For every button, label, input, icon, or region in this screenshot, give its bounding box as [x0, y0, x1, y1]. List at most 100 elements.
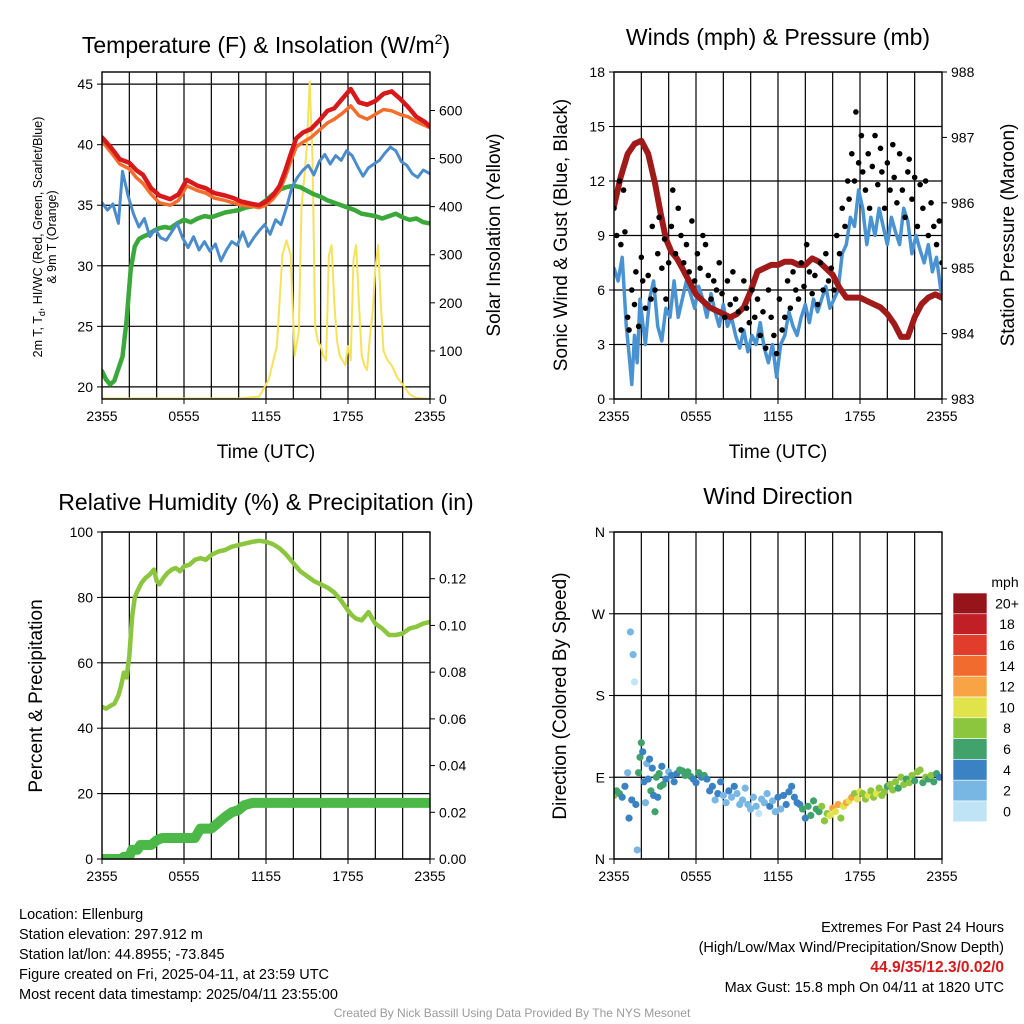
- wind-gust-point: [768, 314, 774, 321]
- wind-ytick-right-label: 984: [951, 326, 975, 342]
- temp-series-hi-wc: [102, 145, 430, 263]
- dir-point: [831, 808, 840, 816]
- wind-gust-point: [779, 327, 785, 333]
- max-gust-text: Max Gust: 15.8 mph On 04/11 at 1820 UTC: [724, 980, 1004, 996]
- wind-gust-point: [730, 269, 736, 275]
- colorbar-label: 4: [1003, 762, 1011, 778]
- latlon-text: Station lat/lon: 44.8955; -73.845: [19, 947, 225, 963]
- wind-gust-point: [678, 232, 684, 239]
- wind-gust-point: [792, 287, 799, 293]
- rh-ytick-right-label: 0.08: [439, 664, 466, 680]
- wind-gust-point: [683, 241, 690, 248]
- wind-gust-point: [765, 287, 772, 293]
- wind-gust-point: [675, 205, 682, 212]
- wind-gust-point: [624, 314, 631, 321]
- credit-line: Created By Nick Bassill Using Data Provi…: [333, 1006, 691, 1020]
- colorbar-swatch: [952, 800, 988, 823]
- wind-gust-point: [917, 181, 923, 188]
- wind-ytick-right-label: 988: [951, 64, 975, 80]
- rh-ytick-right-label: 0.02: [439, 804, 466, 820]
- created-text: Figure created on Fri, 2025-04-11, at 23…: [19, 967, 330, 983]
- recent-data-text: Most recent data timestamp: 2025/04/11 2…: [19, 987, 338, 1003]
- wind-gust-point: [656, 214, 662, 221]
- temp-ylabel-left: 2m T, Td, HI/WC (Red, Green, Scarlet/Blu…: [31, 117, 59, 358]
- wind-gust-point: [894, 200, 900, 206]
- wind-gust-point: [700, 232, 706, 239]
- dir-point: [635, 769, 643, 777]
- wind-gust-point: [879, 169, 885, 175]
- temp-series-2m-t: [102, 86, 430, 208]
- wind-gust-point: [702, 241, 709, 248]
- wind-gust-point: [814, 301, 821, 308]
- wind-gust-point: [828, 265, 835, 272]
- dir-point: [807, 811, 815, 820]
- wind-gust-point: [751, 314, 758, 321]
- wind-gust-point: [771, 332, 777, 339]
- wind-gust-point: [896, 150, 903, 157]
- station-info: Location: Ellenburg Station elevation: 2…: [19, 905, 338, 1005]
- dir-point: [645, 755, 654, 763]
- temp-ytick-right-label: 200: [439, 295, 463, 311]
- wind-gust-point: [648, 296, 654, 302]
- wind-gust-point: [738, 327, 744, 333]
- dir-point: [790, 793, 799, 801]
- wind-gust-point: [649, 223, 656, 230]
- dir-point: [897, 773, 905, 781]
- dir-point: [881, 788, 889, 796]
- dir-point: [930, 778, 938, 786]
- dir-point: [853, 795, 861, 803]
- wind-gust-point: [639, 278, 646, 284]
- dir-point: [667, 771, 676, 780]
- temp-ytick-label: 45: [77, 76, 93, 92]
- temp-ytick-right-label: 500: [439, 151, 463, 167]
- wind-gust-point: [831, 287, 837, 293]
- dir-point: [911, 777, 919, 785]
- wind-gust-point: [652, 287, 658, 293]
- rh-ytick-label: 40: [77, 720, 93, 736]
- wind-gust-point: [669, 187, 676, 193]
- wind-ytick-right-label: 987: [951, 129, 975, 145]
- wind-xlabel: Time (UTC): [729, 442, 828, 463]
- wind-gust-point: [754, 296, 761, 302]
- dir-point: [738, 796, 747, 804]
- wind-xtick-label: 2355: [598, 408, 629, 424]
- wind-ytick-label: 6: [597, 282, 605, 298]
- dir-point: [633, 846, 641, 854]
- wind-gust-point: [672, 250, 679, 257]
- wind-gust-point: [697, 265, 703, 272]
- dir-point: [662, 775, 670, 783]
- dir-point: [779, 791, 788, 800]
- dir-point: [785, 788, 793, 796]
- wind-gust-point: [661, 236, 668, 242]
- dir-point: [714, 790, 722, 798]
- wind-gust-point: [784, 278, 791, 284]
- colorbar-swatch: [952, 613, 988, 635]
- rh-ytick-right-label: 0.10: [439, 617, 466, 633]
- dir-series-group: [614, 628, 942, 854]
- wind-gust-point: [936, 218, 942, 224]
- dir-point: [875, 784, 883, 792]
- rh-ytick-label: 80: [77, 589, 93, 605]
- wind-xtick-label: 0555: [680, 408, 711, 424]
- wind-plot-border: [613, 71, 943, 400]
- dir-point: [722, 799, 730, 807]
- dir-point: [908, 771, 916, 780]
- dir-point: [768, 797, 777, 805]
- wind-gust-point: [732, 296, 739, 302]
- svg-text:& 9m T (Orange): & 9m T (Orange): [45, 190, 59, 283]
- dir-ylabel-left: Direction (Colored By Speed): [550, 572, 571, 819]
- temp-ytick-label: 20: [77, 379, 93, 395]
- colorbar-swatch: [952, 779, 988, 802]
- rh-xtick-label: 1755: [332, 868, 363, 884]
- colorbar-label: 14: [999, 658, 1015, 674]
- wind-gust-point: [635, 323, 642, 330]
- dir-point: [826, 811, 834, 820]
- dir-point: [900, 780, 908, 789]
- wind-gust-point: [902, 214, 908, 221]
- wind-ytick-label: 3: [597, 337, 605, 353]
- wind-ytick-label: 18: [589, 64, 605, 80]
- wind-gust-point: [735, 309, 742, 315]
- wind-gust-point: [859, 169, 866, 175]
- dir-point: [916, 766, 924, 774]
